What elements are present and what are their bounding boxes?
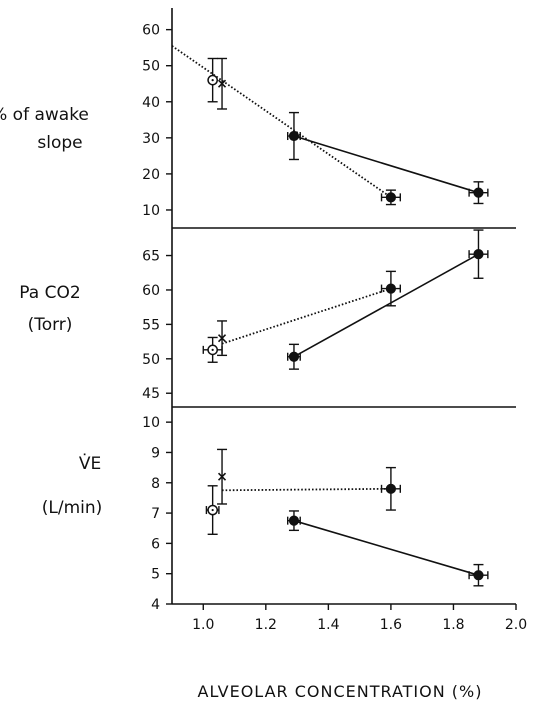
labels-layer: 1.0 1.2 1.4 1.6 1.8 2.0 10 20 30 40 50 60 % of awake… — [0, 23, 527, 633]
x-tick-label: 1.0 — [192, 617, 214, 633]
y-axis-label: (L/min) — [42, 498, 103, 518]
y-tick-label: 55 — [142, 317, 160, 333]
y-tick-label: 10 — [142, 415, 160, 431]
y-tick-label: 8 — [151, 476, 160, 492]
y-tick-label: 65 — [142, 249, 160, 265]
dotted-line-series — [171, 45, 392, 199]
x-tick-label: 1.2 — [255, 617, 277, 633]
data-point-filled — [473, 570, 484, 581]
solid-line-series — [293, 135, 479, 194]
data-point-filled — [385, 283, 397, 294]
y-tick-label: 20 — [142, 167, 160, 183]
y-tick-label: 10 — [142, 203, 160, 219]
y-tick-label: 45 — [142, 386, 160, 402]
data-point-x — [217, 334, 227, 343]
y-tick-label: 50 — [142, 352, 160, 368]
solid-line-series — [293, 519, 479, 576]
x-marker-stroke — [217, 472, 227, 481]
x-marker-stroke — [217, 79, 227, 88]
data-point-filled — [288, 130, 300, 142]
dotted-line-series — [221, 287, 392, 345]
x-tick-label: 1.8 — [442, 617, 464, 633]
y-tick-label: 40 — [142, 95, 160, 111]
y-axis-label: V̇E — [79, 453, 101, 474]
y-axis-label: Pa CO2 — [19, 283, 80, 303]
y-tick-label: 30 — [142, 131, 160, 147]
x-tick-label: 1.4 — [317, 617, 339, 633]
errorbar-layer — [202, 57, 489, 587]
data-point-open-center — [211, 348, 214, 351]
data-point-x — [217, 79, 227, 88]
axes-layer — [166, 8, 517, 610]
y-tick-label: 5 — [151, 567, 160, 583]
y-axis-label: (Torr) — [28, 315, 73, 335]
y-tick-label: 7 — [151, 506, 160, 522]
data-point-filled — [473, 249, 484, 260]
data-point-filled — [385, 192, 397, 203]
lines-layer — [171, 45, 479, 576]
y-tick-label: 4 — [151, 597, 160, 613]
y-tick-label: 9 — [151, 445, 160, 461]
data-point-filled — [385, 483, 397, 494]
y-tick-label: 60 — [142, 283, 160, 299]
y-tick-label: 60 — [142, 23, 160, 39]
y-axis-label: slope — [37, 133, 82, 153]
markers-layer — [207, 74, 484, 581]
data-point-filled — [473, 187, 484, 198]
y-axis-label: % of awake — [0, 105, 89, 125]
data-point-filled — [288, 515, 300, 526]
y-tick-label: 6 — [151, 536, 160, 552]
data-point-open-center — [211, 508, 214, 512]
x-tick-label: 1.6 — [380, 617, 402, 633]
y-tick-label: 50 — [142, 59, 160, 75]
x-axis-label: ALVEOLAR CONCENTRATION (%) — [198, 682, 483, 701]
data-point-open-center — [211, 79, 214, 82]
x-tick-label: 2.0 — [505, 617, 527, 633]
x-marker-stroke — [217, 334, 227, 343]
data-point-filled — [288, 351, 300, 362]
data-point-x — [217, 472, 227, 481]
dotted-line-series — [221, 487, 391, 492]
